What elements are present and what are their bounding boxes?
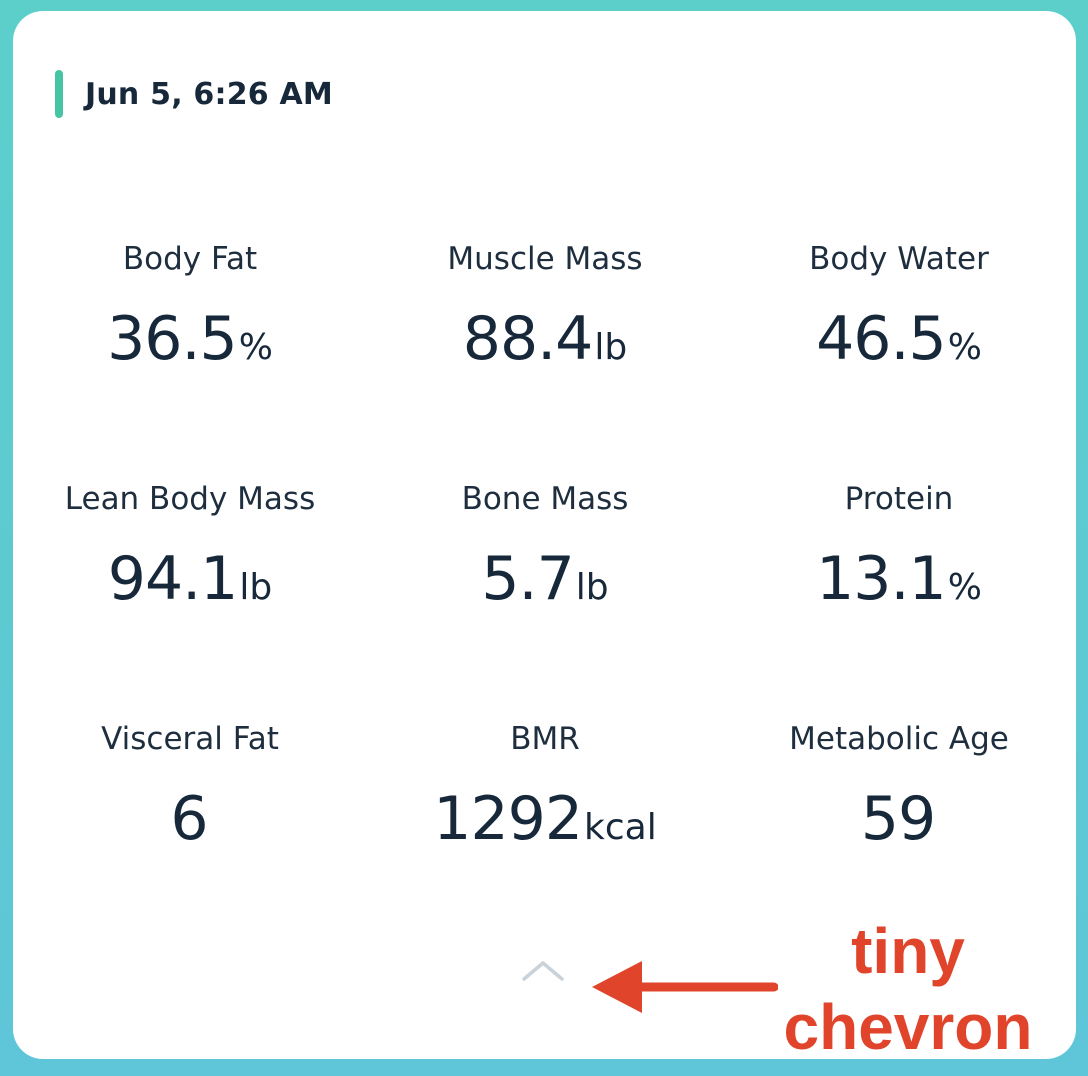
body-composition-card: Jun 5, 6:26 AM Body Fat 36.5% Muscle Mas… [13, 11, 1076, 1059]
value-unit: kcal [584, 807, 657, 848]
metric-value: 13.1% [729, 540, 1069, 618]
value-unit: % [947, 567, 982, 608]
metric-value: 36.5% [20, 300, 360, 378]
annotation-line-1: tiny [851, 915, 965, 987]
metric-lean-body-mass: Lean Body Mass 94.1lb [20, 474, 360, 618]
metric-label: Muscle Mass [447, 241, 643, 277]
measurement-timestamp: Jun 5, 6:26 AM [85, 76, 333, 112]
measurement-header: Jun 5, 6:26 AM [55, 70, 333, 118]
metric-value: 46.5% [729, 300, 1069, 378]
value-number: 88.4 [462, 304, 594, 374]
metric-protein: Protein 13.1% [729, 474, 1069, 618]
metric-value: 5.7lb [375, 540, 715, 618]
metric-muscle-mass: Muscle Mass 88.4lb [375, 234, 715, 378]
metric-bone-mass: Bone Mass 5.7lb [375, 474, 715, 618]
metric-label: Body Water [809, 241, 989, 277]
metric-metabolic-age: Metabolic Age 59 [729, 714, 1069, 858]
metric-value: 1292kcal [375, 780, 715, 858]
metric-label: BMR [510, 721, 580, 757]
value-number: 6 [170, 784, 208, 854]
value-number: 59 [860, 784, 936, 854]
metric-body-fat: Body Fat 36.5% [20, 234, 360, 378]
arrow-left-icon [592, 961, 778, 1013]
value-number: 46.5 [816, 304, 947, 374]
value-number: 94.1 [107, 544, 239, 614]
value-unit: lb [239, 567, 273, 608]
metric-label: Lean Body Mass [64, 481, 316, 517]
metric-value: 88.4lb [375, 300, 715, 378]
value-unit: lb [594, 327, 628, 368]
annotation-line-2: chevron [783, 991, 1033, 1059]
metric-visceral-fat: Visceral Fat 6 [20, 714, 360, 858]
metric-label: Metabolic Age [789, 721, 1009, 757]
value-number: 5.7 [481, 544, 574, 614]
metric-label: Bone Mass [461, 481, 629, 517]
metric-label: Body Fat [122, 241, 258, 277]
chevron-up-icon[interactable] [520, 955, 566, 985]
metric-value: 94.1lb [20, 540, 360, 618]
metric-label: Protein [844, 481, 954, 517]
metric-body-water: Body Water 46.5% [729, 234, 1069, 378]
value-number: 1292 [433, 784, 583, 854]
value-unit: % [947, 327, 982, 368]
value-number: 13.1 [816, 544, 947, 614]
metric-value: 6 [20, 780, 360, 858]
metric-bmr: BMR 1292kcal [375, 714, 715, 858]
accent-bar [55, 70, 63, 118]
metric-value: 59 [729, 780, 1069, 858]
value-unit: % [238, 327, 273, 368]
value-unit: lb [575, 567, 609, 608]
metric-label: Visceral Fat [101, 721, 279, 757]
value-number: 36.5 [107, 304, 238, 374]
annotation-label: tiny chevron [753, 913, 1063, 1059]
